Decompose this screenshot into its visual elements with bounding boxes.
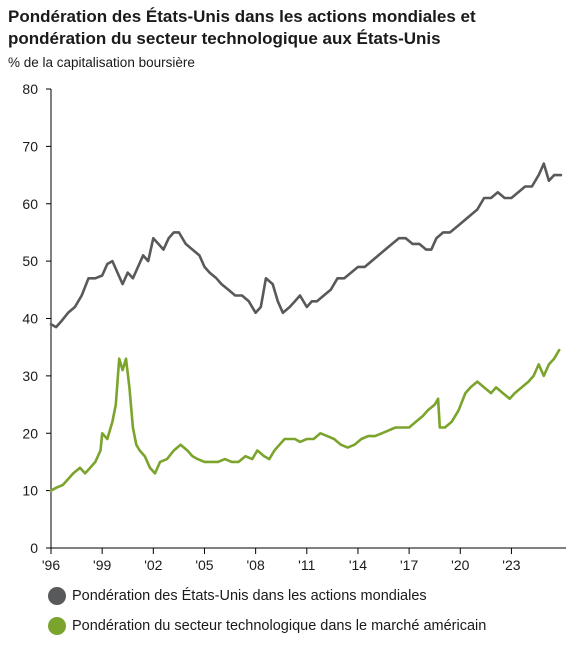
x-tick-label: '23 xyxy=(502,557,520,573)
x-tick-label: '17 xyxy=(400,557,418,573)
chart-title: Pondération des États-Unis dans les acti… xyxy=(8,7,476,48)
x-tick-label: '96 xyxy=(42,557,60,573)
legend-item-tech-weight: Pondération du secteur technologique dan… xyxy=(48,615,486,637)
x-tick-label: '14 xyxy=(349,557,367,573)
x-tick-label: '08 xyxy=(247,557,265,573)
x-axis: '96 '99 '02 '05 '08 '11 '14 '17 '20 '23 xyxy=(42,547,566,573)
x-tick-label: '20 xyxy=(451,557,469,573)
series-line-tech-weight xyxy=(49,348,561,492)
series-line-us-weight xyxy=(49,162,563,329)
x-tick-label: '05 xyxy=(195,557,213,573)
series-group xyxy=(49,162,563,492)
y-tick-label: 10 xyxy=(22,483,38,499)
x-tick-label: '99 xyxy=(93,557,111,573)
legend-swatch-us-weight xyxy=(48,587,66,605)
y-tick-label: 50 xyxy=(22,253,38,269)
legend-label-tech-weight: Pondération du secteur technologique dan… xyxy=(72,618,487,634)
y-axis-label: % de la capitalisation boursière xyxy=(8,55,195,70)
y-tick-label: 20 xyxy=(22,425,38,441)
x-tick-label: '02 xyxy=(144,557,162,573)
y-axis: 0 10 20 30 40 50 60 70 80 xyxy=(22,81,52,556)
y-tick-label: 60 xyxy=(22,196,38,212)
x-tick-label: '11 xyxy=(298,557,315,573)
legend: Pondération des États-Unis dans les acti… xyxy=(48,585,486,645)
y-tick-label: 30 xyxy=(22,368,38,384)
y-tick-label: 0 xyxy=(30,540,38,556)
legend-swatch-tech-weight xyxy=(48,617,66,635)
legend-item-us-weight: Pondération des États-Unis dans les acti… xyxy=(48,585,486,607)
y-tick-label: 40 xyxy=(22,311,38,327)
y-tick-label: 70 xyxy=(22,138,38,154)
y-tick-label: 80 xyxy=(22,81,38,97)
legend-label-us-weight: Pondération des États-Unis dans les acti… xyxy=(72,588,427,604)
